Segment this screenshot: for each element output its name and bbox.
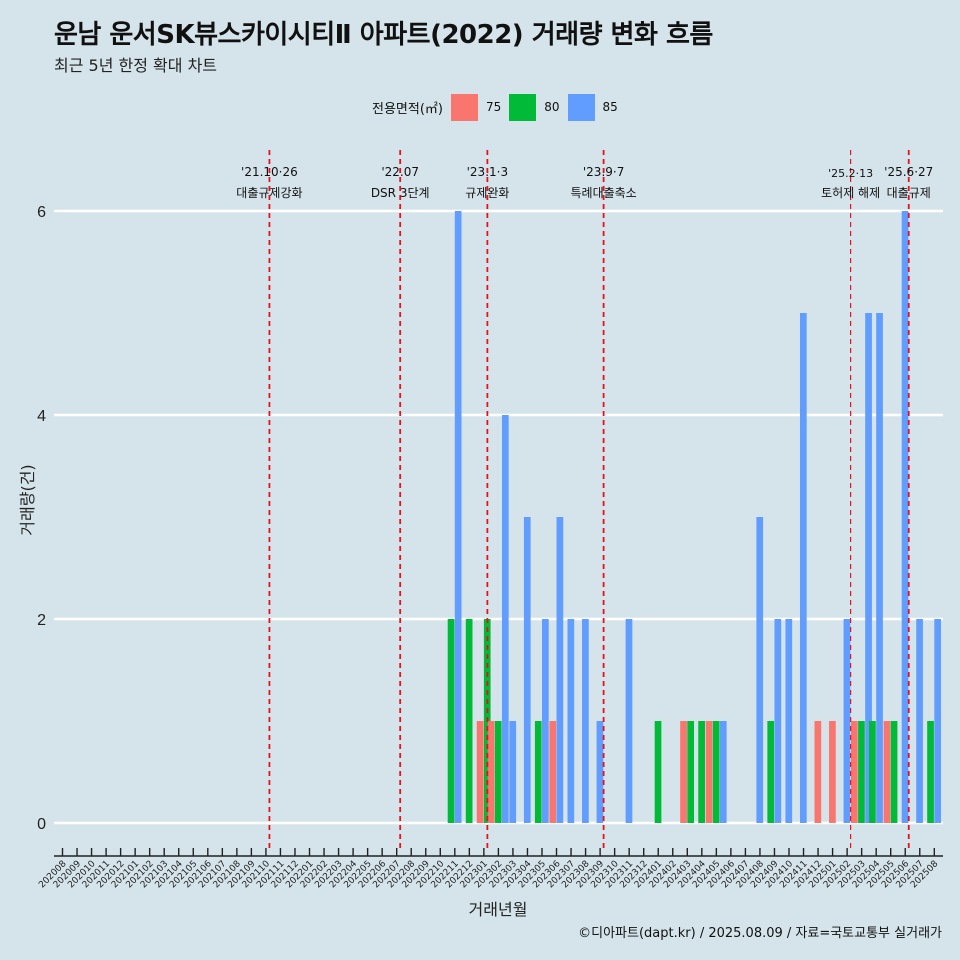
bar-202506-85 — [901, 211, 909, 823]
bar-202408-85 — [756, 517, 764, 823]
bar-202404-80 — [698, 721, 705, 823]
event-label-202502: 토허제 해제 — [821, 186, 880, 200]
bar-202311-85 — [625, 619, 633, 823]
bar-202504-80 — [869, 721, 876, 823]
y-tick-label-2: 2 — [37, 612, 46, 629]
event-date-202502: '25.2·13 — [828, 167, 873, 180]
bar-202412-75 — [814, 721, 822, 823]
legend-label-85: 85 — [602, 100, 618, 114]
legend-swatch-80 — [509, 93, 537, 121]
bar-202405-75 — [705, 721, 713, 823]
bar-202503-75 — [851, 721, 858, 823]
event-label-202301: 규제완화 — [465, 186, 509, 200]
event-date-202301: '23.1·3 — [467, 165, 508, 179]
bar-202410-85 — [785, 619, 793, 823]
bar-202507-85 — [916, 619, 923, 823]
legend-item-80: 80 — [509, 93, 560, 121]
bar-202302-85 — [501, 415, 509, 823]
event-label-202207: DSR 3단계 — [371, 186, 430, 200]
event-label-202309: 특례대출축소 — [570, 186, 636, 200]
bar-202304-85 — [523, 517, 531, 823]
bar-202305-80 — [534, 721, 542, 823]
legend: 전용면적(㎡) 75 80 85 — [372, 93, 626, 121]
y-tick-label-0: 0 — [37, 816, 46, 833]
x-axis-title: 거래년월 — [469, 900, 528, 919]
bar-202302-75 — [487, 721, 495, 823]
bar-202302-80 — [494, 721, 502, 823]
source-caption: ©디아파트(dapt.kr) / 2025.08.09 / 자료=국토교통부 실… — [578, 926, 942, 941]
legend-label-75: 75 — [485, 100, 502, 114]
bar-202409-80 — [767, 721, 775, 823]
bar-202303-85 — [509, 721, 517, 823]
legend-swatch-75 — [450, 93, 478, 121]
chart-title: 운남 운서SK뷰스카이시티Ⅱ 아파트(2022) 거래량 변화 흐름 — [54, 20, 713, 50]
bar-202211-85 — [454, 211, 462, 823]
bar-202306-75 — [549, 721, 557, 823]
bar-202401-80 — [654, 721, 662, 823]
chart-subtitle: 최근 5년 한정 확대 차트 — [54, 56, 218, 75]
event-date-202110: '21.10·26 — [241, 165, 298, 179]
bar-202301-75 — [476, 721, 484, 823]
bar-202307-85 — [567, 619, 575, 823]
legend-item-85: 85 — [567, 93, 618, 121]
bar-202508-80 — [927, 721, 934, 823]
y-tick-label-6: 6 — [37, 204, 46, 221]
event-label-202110: 대출규제강화 — [236, 186, 302, 200]
event-date-202506: '25.6·27 — [884, 165, 933, 179]
bar-202308-85 — [582, 619, 589, 823]
bar-202403-80 — [687, 721, 694, 823]
bar-202505-80 — [890, 721, 898, 823]
bar-202503-80 — [858, 721, 865, 823]
bar-202409-85 — [774, 619, 782, 823]
event-date-202207: '22.07 — [381, 165, 419, 179]
bar-202505-75 — [883, 721, 891, 823]
legend-swatch-85 — [567, 93, 595, 121]
bar-202502-85 — [843, 619, 851, 823]
event-date-202309: '23.9·7 — [583, 165, 624, 179]
bar-202504-85 — [876, 313, 883, 823]
legend-title: 전용면적(㎡) — [372, 101, 443, 117]
y-axis-title: 거래량(건) — [18, 464, 37, 535]
y-tick-label-4: 4 — [37, 408, 46, 425]
bar-202306-85 — [556, 517, 564, 823]
event-label-202506: 대출규제 — [887, 186, 931, 200]
bar-202503-85 — [865, 313, 872, 823]
legend-item-75: 75 — [450, 93, 502, 121]
bar-202212-80 — [465, 619, 473, 823]
bar-202309-85 — [596, 721, 604, 823]
legend-label-80: 80 — [544, 100, 560, 114]
bar-202403-75 — [680, 721, 687, 823]
bar-202405-80 — [712, 721, 720, 823]
bar-202501-75 — [829, 721, 836, 823]
bar-202305-85 — [541, 619, 549, 823]
bar-202405-85 — [719, 721, 727, 823]
bar-202411-85 — [799, 313, 807, 823]
bar-202508-85 — [934, 619, 941, 823]
bar-202211-80 — [447, 619, 455, 823]
